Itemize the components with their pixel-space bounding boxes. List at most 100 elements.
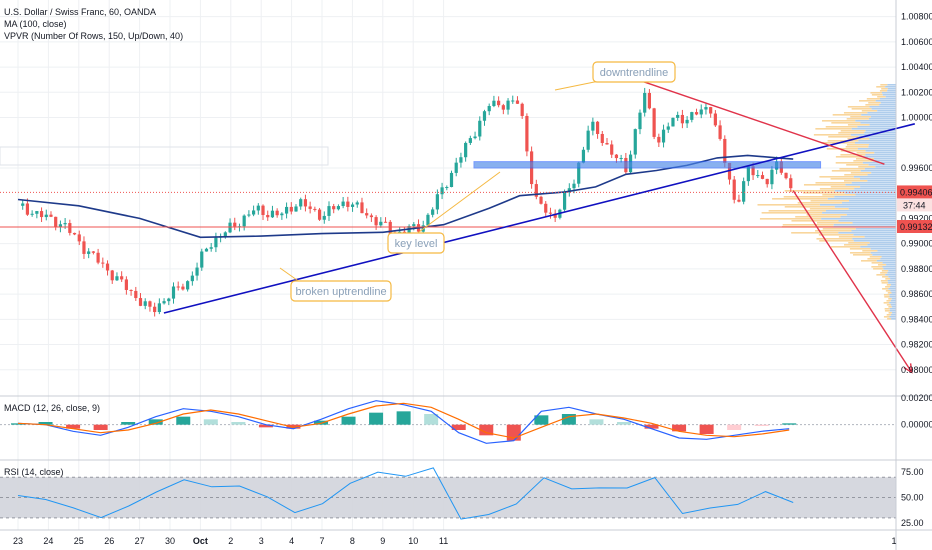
annotation-broken-uptrendline-box (290, 280, 392, 302)
vpvr-bar (855, 120, 896, 122)
candle-body (643, 92, 647, 113)
candle-body (204, 248, 209, 252)
time-tick-label: 10 (408, 536, 418, 546)
vpvr-bar (881, 282, 889, 284)
candle-body (548, 212, 553, 214)
key-level-zone (473, 161, 822, 169)
price-tick-label: 0.99600 (901, 163, 932, 173)
vpvr-bar (871, 172, 896, 174)
candle-body (148, 301, 152, 307)
vpvr-bar (845, 146, 869, 148)
candle-body (134, 290, 138, 299)
price-tick-label: 1.00200 (901, 87, 932, 97)
time-tick-label: 25 (74, 536, 84, 546)
vpvr-bar (879, 98, 896, 100)
vpvr-bar (852, 238, 896, 240)
vpvr-bar (888, 298, 892, 300)
projection-arrowhead (903, 363, 913, 374)
vpvr-bar (887, 280, 896, 282)
vpvr-bar (851, 128, 896, 130)
countdown-badge-label: 37:44 (903, 200, 926, 210)
vpvr-bar (851, 108, 872, 110)
candle-body (501, 105, 505, 110)
vpvr-bar (890, 300, 896, 302)
vpvr-bar (858, 140, 896, 142)
vpvr-bar (830, 186, 861, 188)
candle-body (449, 172, 454, 188)
candle-body (105, 263, 110, 271)
candle-body (365, 213, 369, 216)
vpvr-bar (882, 288, 889, 290)
vpvr-bar (868, 118, 896, 120)
vpvr-bar (797, 202, 842, 204)
vpvr-bar (831, 246, 861, 248)
candle-body (770, 169, 774, 185)
downtrend-line (640, 80, 885, 165)
vpvr-bar (883, 268, 896, 270)
candle-body (647, 92, 652, 109)
macd-histogram-bar (672, 424, 687, 432)
vpvr-bar (834, 206, 896, 208)
annotation-key-level-box (387, 232, 445, 254)
vpvr-bar (890, 284, 896, 286)
vpvr-bar (843, 180, 868, 182)
vpvr-bar (857, 148, 896, 150)
vpvr-bar (861, 114, 896, 116)
price-tick-label: 0.98800 (901, 264, 932, 274)
vpvr-bar (870, 248, 896, 250)
vpvr-bar (881, 270, 889, 272)
vpvr-bar (873, 268, 884, 270)
macd-tick-label: 0.00200 (901, 393, 932, 403)
vpvr-bar (772, 198, 828, 200)
candle-body (308, 206, 312, 209)
vpvr-bar (882, 276, 889, 278)
vpvr-bar (891, 318, 896, 320)
vpvr-bar (891, 298, 896, 300)
rsi-tick-label: 25.00 (901, 518, 924, 528)
vpvr-bar (831, 122, 861, 124)
candle-body (765, 178, 769, 185)
vpvr-bar (889, 302, 896, 304)
vpvr-bar (864, 236, 896, 238)
candle-body (525, 115, 529, 152)
vpvr-bar (883, 316, 890, 318)
vpvr-bar (882, 262, 896, 264)
vpvr-bar (886, 284, 891, 286)
vpvr-bar (831, 170, 861, 172)
candle-body (539, 196, 543, 204)
candle-body (737, 199, 741, 202)
candle-body (760, 175, 765, 179)
vpvr-bar (834, 190, 896, 192)
candle-body (610, 144, 614, 155)
candle-body (313, 208, 317, 210)
candle-body (190, 275, 194, 282)
vpvr-bar (783, 196, 835, 198)
candle-body (49, 214, 53, 217)
vpvr-bar (881, 256, 896, 258)
candle-body (751, 166, 755, 176)
vpvr-bar (886, 264, 896, 266)
candle-body (223, 232, 227, 237)
candle-body (478, 120, 482, 137)
candle-body (544, 203, 548, 213)
vpvr-bar (813, 134, 851, 136)
candle-body (171, 286, 176, 299)
vpvr-bar (889, 296, 896, 298)
vpvr-bar (882, 94, 896, 96)
vpvr-bar (816, 238, 853, 240)
macd-histogram-bar (341, 416, 356, 425)
vpvr-bar (849, 248, 871, 250)
candle-body (350, 204, 355, 207)
vpvr-bar (860, 246, 896, 248)
vpvr-bar (791, 232, 839, 234)
vpvr-bar (853, 240, 896, 242)
vpvr-bar (822, 194, 856, 196)
vpvr-bar (890, 314, 896, 316)
candle-body (595, 121, 600, 134)
vpvr-bar (845, 184, 896, 186)
candle-body (746, 166, 750, 182)
vpvr-bar (887, 272, 896, 274)
vpvr-bar (846, 144, 870, 146)
legend-vpvr: VPVR (Number Of Rows, 150, Up/Down, 40) (4, 31, 184, 41)
